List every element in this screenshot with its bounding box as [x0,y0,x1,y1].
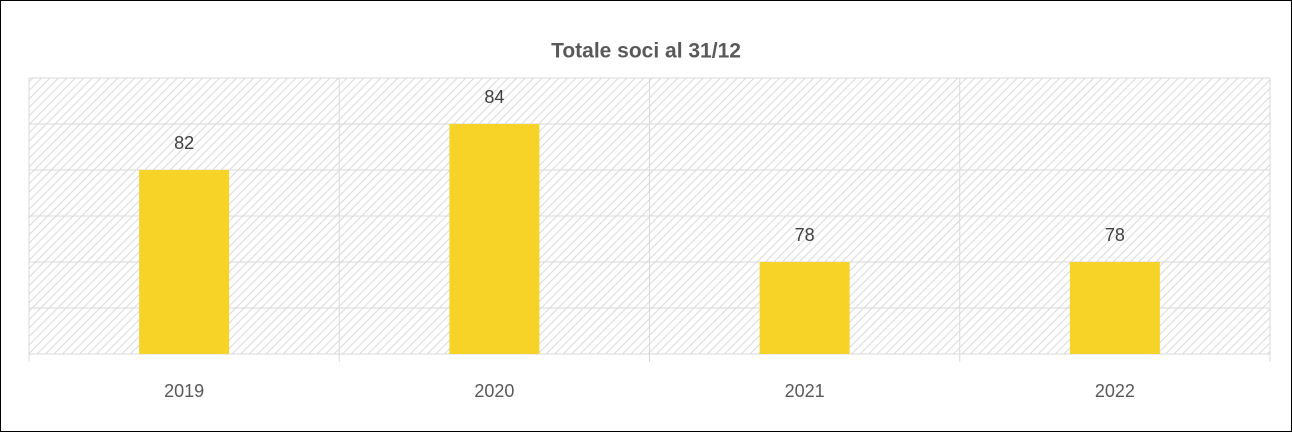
x-tick-label: 2020 [474,381,514,401]
bar [139,170,230,354]
data-label: 84 [484,87,504,107]
chart-title: Totale soci al 31/12 [551,40,741,63]
x-tick-label: 2022 [1095,381,1135,401]
bar [449,124,540,354]
x-tick-label: 2019 [164,381,204,401]
bar [759,262,850,354]
data-label: 78 [795,225,815,245]
data-label: 82 [174,133,194,153]
x-tick-label: 2021 [785,381,825,401]
bar [1069,262,1160,354]
data-label: 78 [1105,225,1125,245]
